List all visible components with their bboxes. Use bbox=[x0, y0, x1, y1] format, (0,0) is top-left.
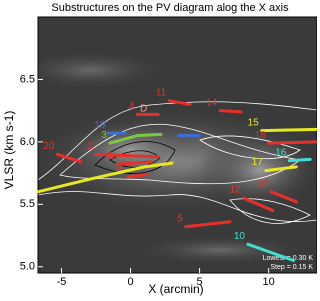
substructure-line bbox=[115, 160, 153, 166]
substructure-label: 16 bbox=[275, 147, 287, 158]
substructure-line bbox=[267, 140, 317, 145]
x-tick-label: -5 bbox=[57, 276, 67, 288]
y-tick-label: 5.0 bbox=[20, 261, 35, 273]
plot-frame bbox=[37, 16, 317, 274]
substructure-label: 15 bbox=[248, 117, 260, 128]
substructure-line bbox=[36, 161, 174, 194]
substructure-label: 12 bbox=[230, 185, 242, 196]
substructure-label: 19 bbox=[94, 120, 106, 131]
substructure-label: 10 bbox=[234, 231, 246, 242]
substructure-label: 20 bbox=[43, 141, 55, 152]
substructure-label: 14 bbox=[206, 97, 218, 108]
substructure-line bbox=[126, 172, 149, 179]
chart-title: Substructures on the PV diagram alog the… bbox=[51, 2, 289, 14]
substructure-line bbox=[260, 127, 317, 133]
pv-image bbox=[38, 17, 317, 273]
substructure-line bbox=[242, 196, 275, 213]
substructure-label: 5 bbox=[177, 213, 183, 224]
y-tick-label: 5.5 bbox=[20, 198, 35, 210]
substructure-label: 11 bbox=[156, 87, 167, 98]
x-tick-label: 10 bbox=[263, 276, 275, 288]
substructure-label: 18 bbox=[255, 130, 267, 141]
substructure-label: 4 bbox=[129, 101, 135, 112]
y-axis-label: VLSR (km s-1) bbox=[2, 111, 16, 190]
substructure-line bbox=[94, 152, 160, 159]
substructure-line bbox=[55, 152, 83, 164]
substructure-label: 3 bbox=[101, 130, 107, 141]
substructure-line bbox=[108, 132, 163, 145]
x-tick-label: 5 bbox=[197, 276, 203, 288]
annotation: Step = 0.15 K bbox=[270, 264, 313, 271]
x-axis-label: X (arcmin) bbox=[148, 282, 203, 296]
x-tick-label: 0 bbox=[127, 276, 133, 288]
substructure-label: 17 bbox=[252, 157, 264, 168]
substructure-line bbox=[287, 157, 312, 163]
substructure-line bbox=[264, 165, 298, 173]
substructure-line bbox=[269, 190, 298, 204]
substructure-label: 2 bbox=[87, 141, 93, 152]
annotation: D bbox=[140, 104, 147, 115]
substructure-line bbox=[184, 220, 232, 229]
substructure-label: 6 bbox=[119, 163, 125, 174]
y-tick-label: 6.5 bbox=[20, 73, 35, 85]
substructure-line bbox=[167, 99, 192, 106]
substructure-line bbox=[246, 242, 296, 263]
substructure-line bbox=[218, 109, 243, 114]
substructure-label: 1 bbox=[108, 151, 114, 162]
substructure-label: 13 bbox=[257, 178, 269, 189]
y-tick-label: 6.0 bbox=[20, 136, 35, 148]
